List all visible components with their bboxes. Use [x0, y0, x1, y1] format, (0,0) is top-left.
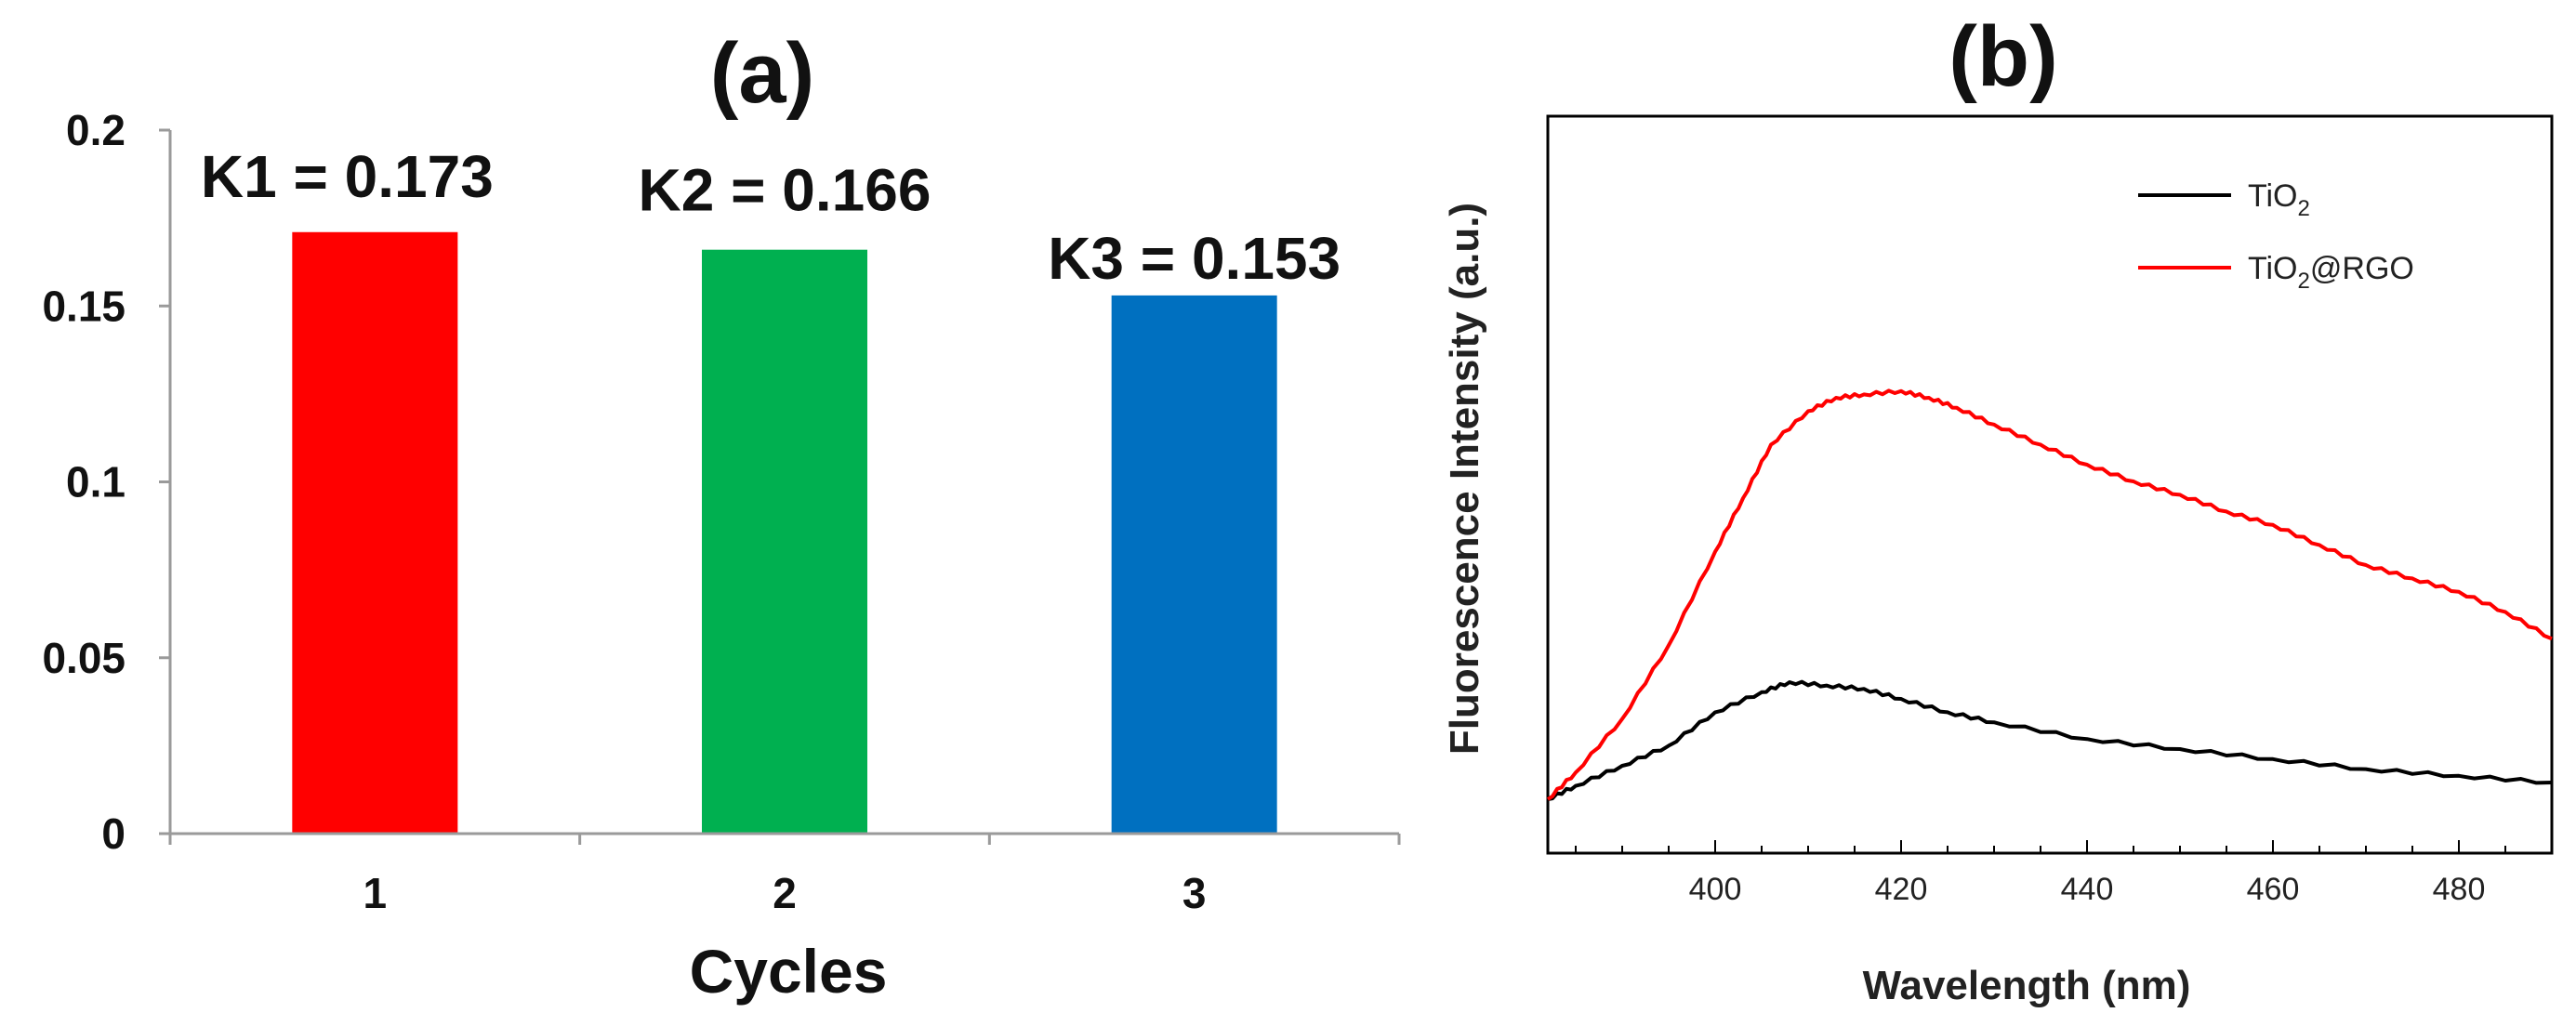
bar-cycle-3	[1111, 295, 1277, 834]
x-tick-label: 440	[2061, 872, 2114, 907]
bar-value-label: K1 = 0.173	[201, 143, 494, 210]
panel-a-title: (a)	[710, 26, 814, 121]
plot-frame	[1546, 114, 2554, 855]
bar-cycle-2	[702, 249, 867, 834]
x-tick-label: 1	[363, 869, 388, 917]
bar-value-label: K3 = 0.153	[1048, 225, 1341, 292]
series-line-tio2	[1547, 679, 2553, 801]
x-tick-label: 2	[773, 869, 797, 917]
series-line-tio2-rgo	[1546, 388, 2553, 801]
bar-value-label: K2 = 0.166	[639, 157, 931, 224]
x-tick-label: 460	[2247, 872, 2300, 907]
legend-entry: TiO2@RGO	[2248, 251, 2414, 294]
x-axis-label-cycles: Cycles	[690, 937, 888, 1006]
bar-cycle-1	[292, 231, 458, 834]
y-tick-label: 0	[101, 809, 125, 858]
y-tick-label: 0.05	[42, 634, 125, 682]
y-tick-label: 0.1	[66, 458, 125, 506]
y-tick-label: 0.15	[42, 282, 125, 330]
y-axis-label-intensity: Fluorescence Intensity (a.u.)	[1442, 203, 1487, 755]
x-tick-label: 480	[2433, 872, 2486, 907]
x-tick-label: 400	[1689, 872, 1742, 907]
x-tick-label: 420	[1875, 872, 1928, 907]
fluorescence-chart-panel: (b) 400 420 440 460 480 TiO2 TiO2@RGO Wavelen…	[1442, 9, 2554, 1008]
panel-b-title: (b)	[1949, 9, 2057, 104]
x-axis-label-wavelength: Wavelength (nm)	[1863, 963, 2191, 1008]
legend-entry: TiO2	[2248, 178, 2310, 221]
bar-chart-panel: (a) K1 = 0.173 K2 = 0.166 K3 = 0.153 0 0.05…	[42, 26, 1401, 1006]
x-tick-label: 3	[1182, 869, 1207, 917]
y-tick-label: 0.2	[66, 106, 125, 154]
